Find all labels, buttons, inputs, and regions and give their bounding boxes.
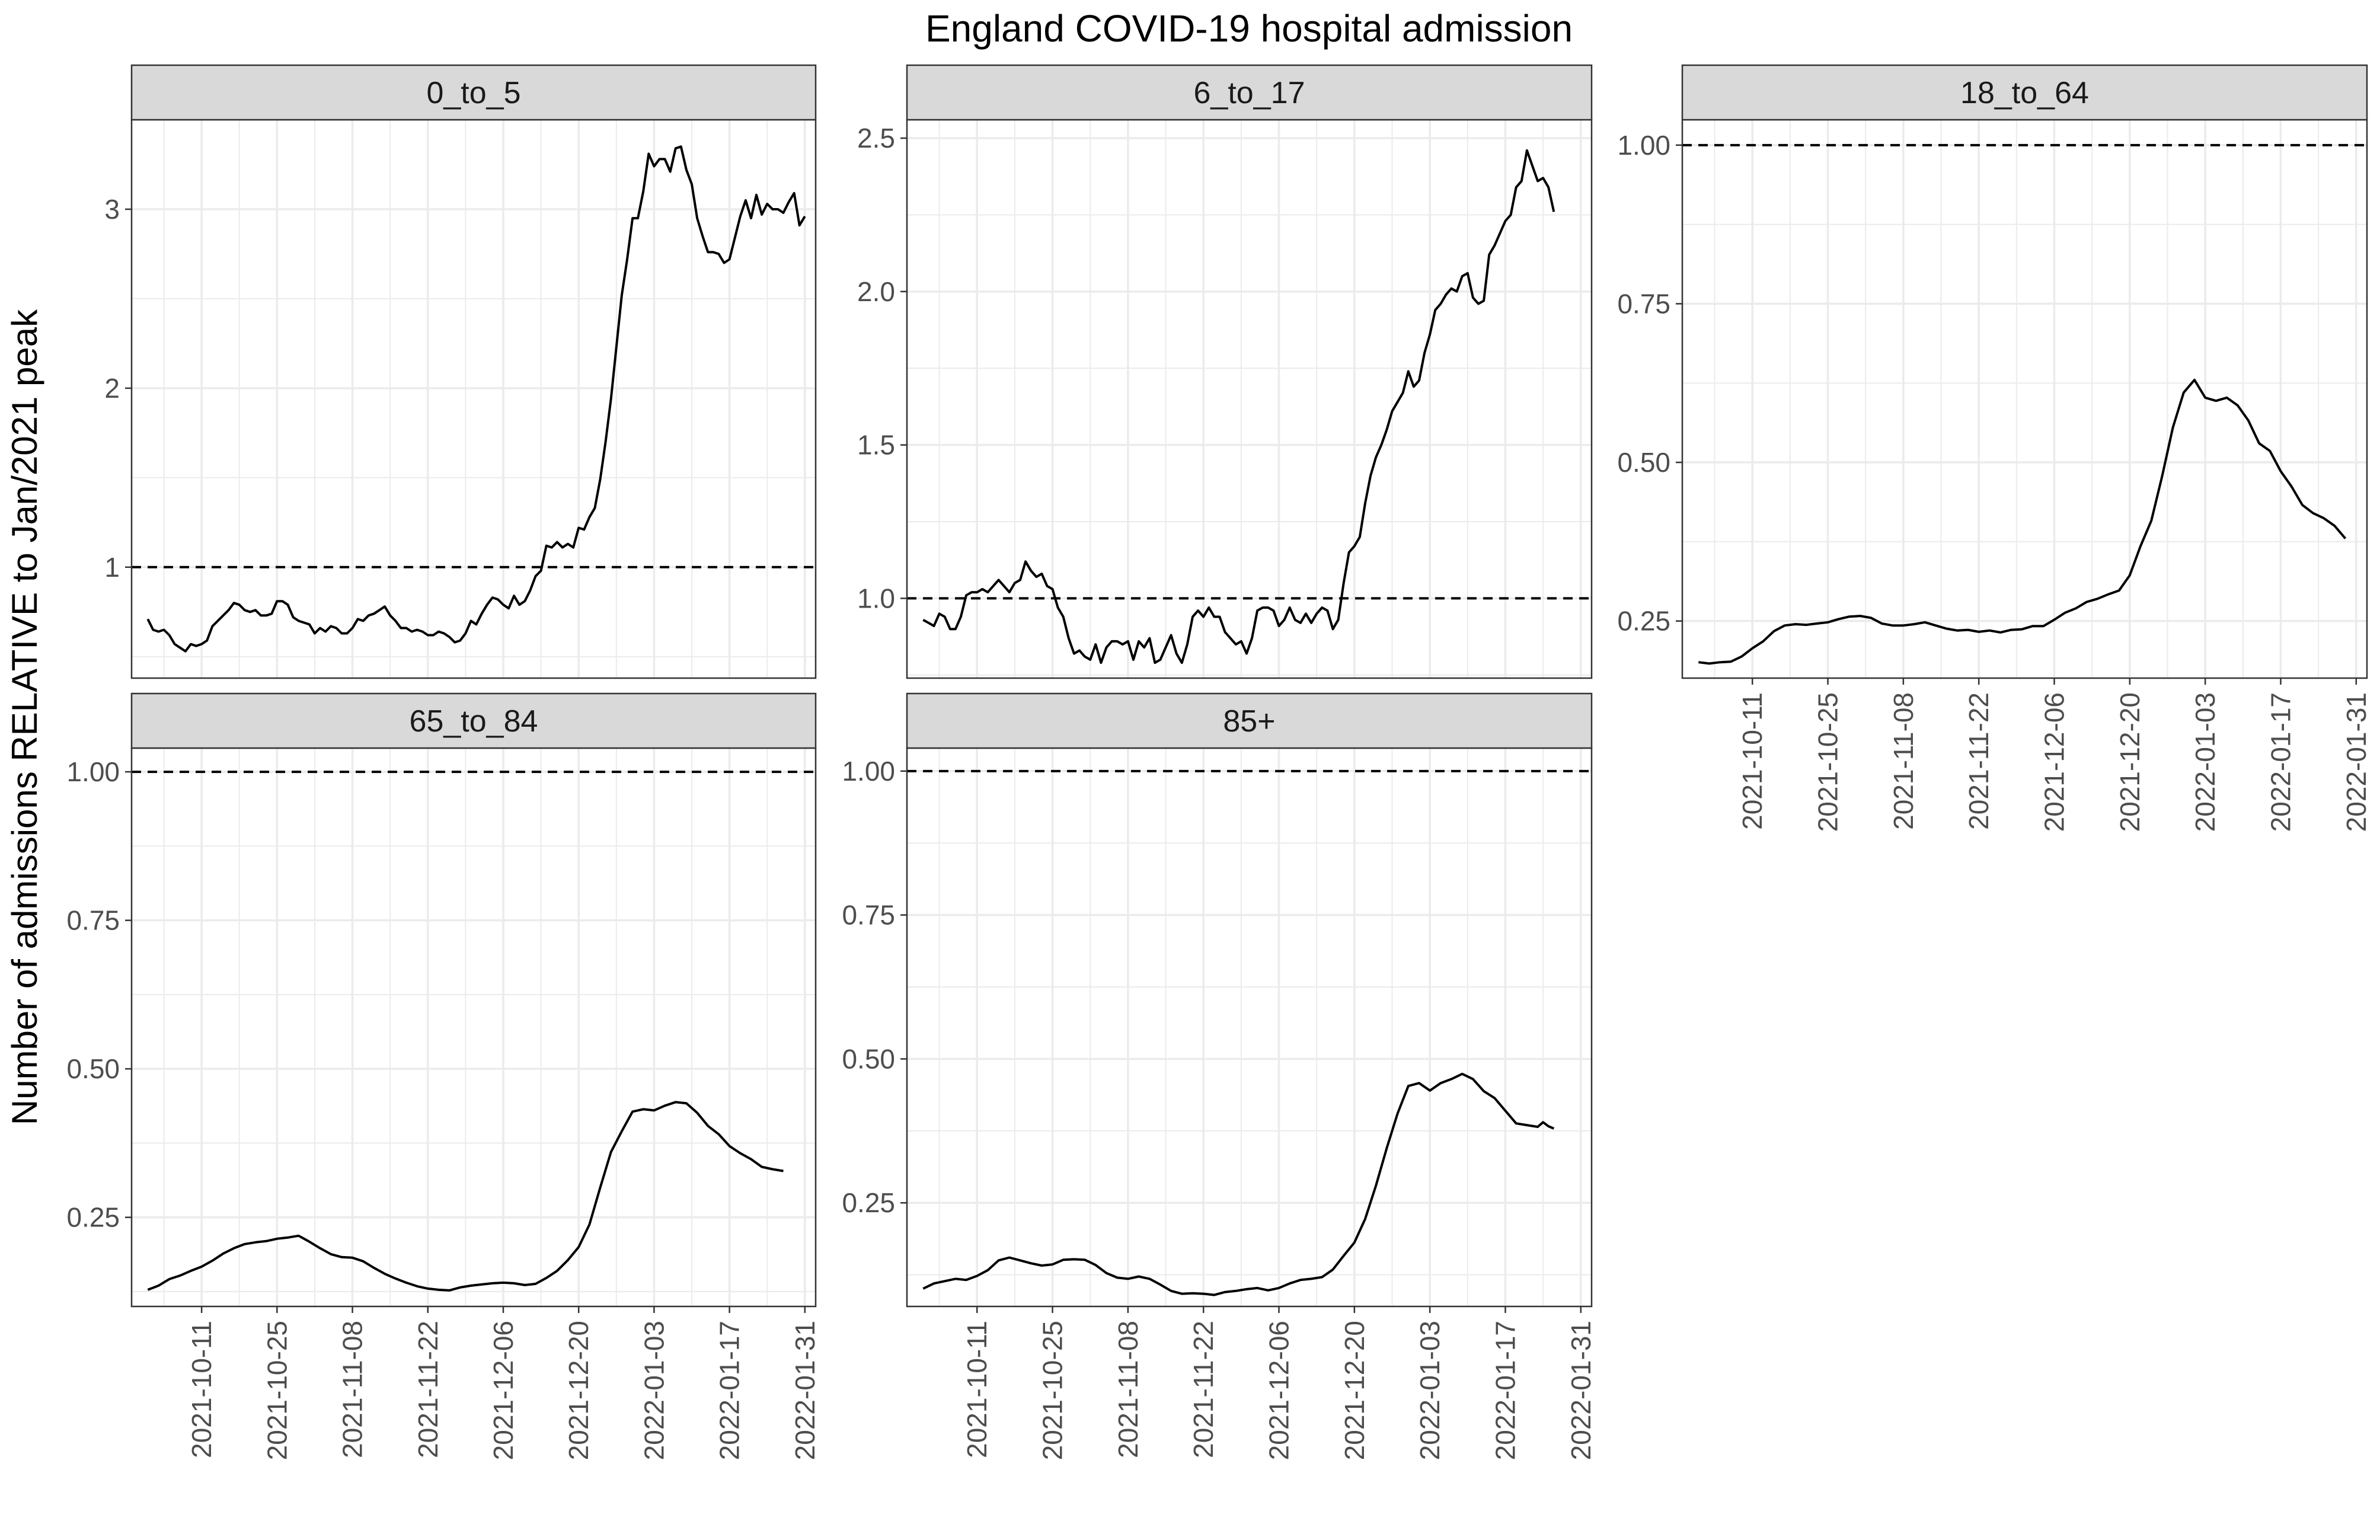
x-tick-label: 2022-01-03	[1414, 1321, 1445, 1460]
y-tick-label: 0.50	[842, 1043, 895, 1074]
series-line	[1698, 378, 2347, 665]
y-tick-label: 1.00	[1617, 130, 1670, 161]
x-tick-label: 2021-10-25	[261, 1321, 292, 1460]
x-tick-label: 2022-01-31	[1566, 1321, 1596, 1460]
series-line	[922, 149, 1555, 664]
x-tick-label: 2021-11-22	[1963, 692, 1994, 830]
y-tick-label: 1	[104, 552, 120, 583]
panel-background	[907, 120, 1592, 678]
y-tick-label: 2.0	[857, 276, 895, 307]
panel-background	[1682, 120, 2367, 678]
facet-strip	[130, 64, 817, 121]
y-tick-label: 1.00	[842, 756, 895, 787]
y-axis-label: Number of admissions RELATIVE to Jan/202…	[5, 309, 44, 1125]
x-tick-label: 2022-01-03	[2190, 692, 2221, 832]
panel: 6_to_17 1.0 1.5 2.0 2.5	[857, 64, 1593, 679]
y-tick-label: 0.50	[66, 1053, 120, 1084]
x-tick-label: 2021-11-08	[1113, 1321, 1143, 1458]
x-tick-label: 2021-10-11	[1737, 692, 1768, 830]
panels-layer: 0_to_5 1 2 3 6_to_17 1.0 1.5 2.0 2.5 18_to_64 0.25…	[66, 64, 2372, 1460]
facet-strip	[906, 64, 1593, 121]
x-tick-label: 2021-10-11	[961, 1321, 992, 1458]
x-tick-label: 2021-12-20	[1339, 1321, 1370, 1460]
facet-strip-label: 18_to_64	[1960, 76, 2089, 110]
x-tick-label: 2021-11-22	[1188, 1321, 1219, 1458]
x-tick-label: 2021-12-20	[2114, 692, 2145, 832]
x-tick-label: 2022-01-17	[1490, 1321, 1521, 1460]
x-tick-label: 2022-01-03	[638, 1321, 669, 1460]
facet-strip-label: 6_to_17	[1194, 76, 1305, 110]
facet-strip	[1681, 64, 2368, 121]
x-tick-label: 2021-12-06	[2039, 692, 2070, 832]
y-tick-label: 0.75	[1617, 288, 1670, 319]
x-tick-label: 2021-11-08	[1888, 692, 1919, 830]
panel: 65_to_84 0.25 0.50 0.75 1.00 2021-10-11 2021-1…	[66, 692, 820, 1460]
facet-strip-label: 0_to_5	[426, 76, 520, 110]
panel-background	[132, 120, 816, 678]
facet-strip-label: 85+	[1223, 704, 1275, 739]
x-tick-label: 2021-12-06	[488, 1321, 519, 1460]
panel: 0_to_5 1 2 3	[104, 64, 817, 679]
panel: 18_to_64 0.25 0.50 0.75 1.00 2021-10-11 2021-1…	[1617, 64, 2372, 832]
x-tick-label: 2021-12-06	[1264, 1321, 1295, 1460]
series-line	[147, 1101, 784, 1292]
y-tick-label: 2	[104, 373, 120, 404]
x-tick-label: 2022-01-31	[790, 1321, 820, 1460]
x-tick-label: 2021-11-08	[337, 1321, 368, 1458]
facet-strip	[906, 692, 1593, 749]
series-line	[146, 145, 806, 653]
panel-background	[132, 748, 816, 1306]
y-tick-label: 1.00	[66, 756, 120, 787]
y-tick-label: 0.75	[66, 905, 120, 936]
x-tick-label: 2021-10-25	[1813, 692, 1844, 832]
facet-strip	[130, 692, 817, 749]
panel-background	[907, 748, 1592, 1306]
x-tick-label: 2021-10-11	[186, 1321, 217, 1458]
y-tick-label: 0.25	[842, 1187, 895, 1218]
y-tick-label: 1.5	[857, 430, 895, 461]
chart-title: England COVID-19 hospital admission	[925, 7, 1573, 50]
facet-strip-label: 65_to_84	[410, 704, 538, 739]
x-tick-label: 2021-12-20	[563, 1321, 594, 1460]
y-tick-label: 2.5	[857, 123, 895, 154]
y-tick-label: 0.25	[66, 1202, 120, 1233]
y-tick-label: 0.50	[1617, 447, 1670, 478]
panel: 85+ 0.25 0.50 0.75 1.00 2021-10-11 2021-10-25 2…	[842, 692, 1596, 1460]
series-line	[922, 1072, 1555, 1296]
x-tick-label: 2022-01-17	[714, 1321, 745, 1460]
y-tick-label: 3	[104, 194, 120, 225]
y-tick-label: 0.25	[1617, 606, 1670, 637]
y-tick-label: 1.0	[857, 583, 895, 614]
x-tick-label: 2021-10-25	[1037, 1321, 1068, 1460]
x-tick-label: 2022-01-17	[2266, 692, 2296, 832]
x-tick-label: 2022-01-31	[2341, 692, 2372, 832]
y-tick-label: 0.75	[842, 900, 895, 931]
x-tick-label: 2021-11-22	[413, 1321, 443, 1458]
